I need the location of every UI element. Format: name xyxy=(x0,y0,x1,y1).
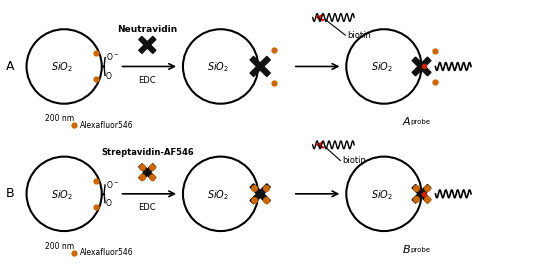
Circle shape xyxy=(346,29,422,104)
Text: B: B xyxy=(6,187,14,200)
Text: SiO$_2$: SiO$_2$ xyxy=(208,60,230,74)
FancyBboxPatch shape xyxy=(139,36,156,53)
FancyBboxPatch shape xyxy=(412,185,431,203)
Text: SiO$_2$: SiO$_2$ xyxy=(371,60,393,74)
Text: SiO$_2$: SiO$_2$ xyxy=(51,60,73,74)
Text: $A$: $A$ xyxy=(402,116,411,127)
FancyBboxPatch shape xyxy=(139,164,156,181)
Text: Streptavidin-AF546: Streptavidin-AF546 xyxy=(101,148,194,157)
Text: EDC: EDC xyxy=(139,76,156,85)
FancyBboxPatch shape xyxy=(412,57,431,76)
Text: A: A xyxy=(6,60,14,73)
FancyBboxPatch shape xyxy=(250,56,270,76)
Text: O$^-$: O$^-$ xyxy=(106,51,119,62)
Circle shape xyxy=(346,156,422,231)
Text: probe: probe xyxy=(411,247,431,253)
FancyBboxPatch shape xyxy=(250,56,270,76)
FancyBboxPatch shape xyxy=(250,184,270,204)
Text: SiO$_2$: SiO$_2$ xyxy=(371,188,393,202)
Text: $B$: $B$ xyxy=(402,243,411,255)
Text: 200 nm: 200 nm xyxy=(44,114,74,123)
Circle shape xyxy=(27,29,102,104)
FancyBboxPatch shape xyxy=(412,57,431,76)
FancyBboxPatch shape xyxy=(250,184,270,204)
FancyBboxPatch shape xyxy=(139,164,156,181)
Text: EDC: EDC xyxy=(139,203,156,212)
Text: Neutravidin: Neutravidin xyxy=(117,25,178,34)
Text: O$^-$: O$^-$ xyxy=(106,178,119,189)
Circle shape xyxy=(183,29,258,104)
Text: O: O xyxy=(106,72,112,81)
Text: 200 nm: 200 nm xyxy=(44,242,74,251)
Text: biotin: biotin xyxy=(342,156,366,165)
Text: SiO$_2$: SiO$_2$ xyxy=(51,188,73,202)
Circle shape xyxy=(27,156,102,231)
FancyBboxPatch shape xyxy=(412,185,431,203)
FancyBboxPatch shape xyxy=(139,36,156,53)
Text: O: O xyxy=(106,199,112,208)
Text: biotin: biotin xyxy=(347,31,371,40)
Text: SiO$_2$: SiO$_2$ xyxy=(208,188,230,202)
Text: Alexafluor546: Alexafluor546 xyxy=(80,121,134,130)
Text: probe: probe xyxy=(411,119,431,125)
Circle shape xyxy=(183,156,258,231)
Text: Alexafluor546: Alexafluor546 xyxy=(80,248,134,257)
